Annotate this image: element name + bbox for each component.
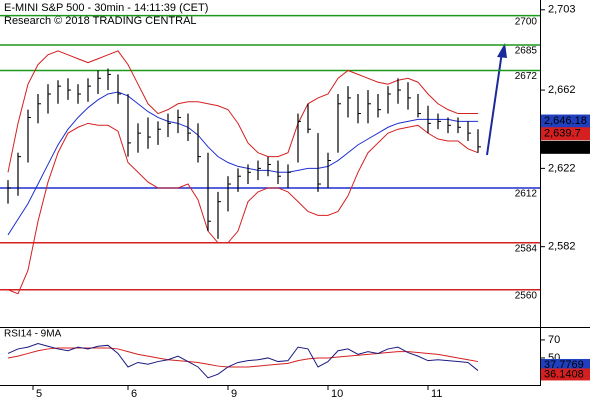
level-label: 2560 (515, 290, 538, 301)
arrow-head (497, 43, 507, 58)
moving-average (7, 91, 478, 236)
rsi-tag (541, 358, 590, 371)
rsi-title: RSI14 - 9MA (4, 329, 62, 340)
level-label: 2612 (515, 189, 538, 200)
y-tick-label: 2,622 (548, 162, 576, 174)
level-label: 2584 (515, 243, 538, 254)
price-tag-label: 2,646.18 (544, 115, 587, 127)
x-tick-label: 10 (331, 388, 343, 400)
y-tick-label: 2,662 (548, 84, 576, 96)
price-tag-label: 2,639.7 (544, 128, 581, 140)
level-label: 2672 (515, 71, 538, 82)
rsi-ma (7, 347, 479, 368)
y-tick-label: 2,703 (548, 4, 576, 16)
rsi-tag-label: 36.1408 (544, 368, 584, 380)
rsi-line (7, 343, 479, 379)
band-lower (7, 122, 479, 295)
x-tick-label: 5 (36, 388, 42, 400)
price-tag-label: 2,632.75 (544, 141, 587, 153)
rsi-tick-label: 70 (548, 334, 560, 346)
rsi-tag (541, 368, 590, 381)
chart-subtitle: Research © 2018 TRADING CENTRAL (4, 15, 197, 27)
price-tag (541, 114, 590, 128)
x-tick-label: 6 (131, 388, 137, 400)
level-label: 2700 (515, 16, 538, 27)
chart-title: E-MINI S&P 500 - 30min - 14:11:39 (CET) (4, 2, 208, 14)
band-upper (7, 50, 478, 173)
x-tick-label: 9 (231, 388, 237, 400)
price-tag (541, 127, 590, 141)
forecast-arrow (486, 51, 503, 156)
x-tick-label: 11 (431, 388, 442, 400)
price-tag (541, 140, 590, 154)
rsi-tag-label: 37.7769 (544, 359, 584, 371)
level-label: 2685 (515, 46, 538, 57)
y-tick-label: 2,582 (548, 241, 576, 253)
